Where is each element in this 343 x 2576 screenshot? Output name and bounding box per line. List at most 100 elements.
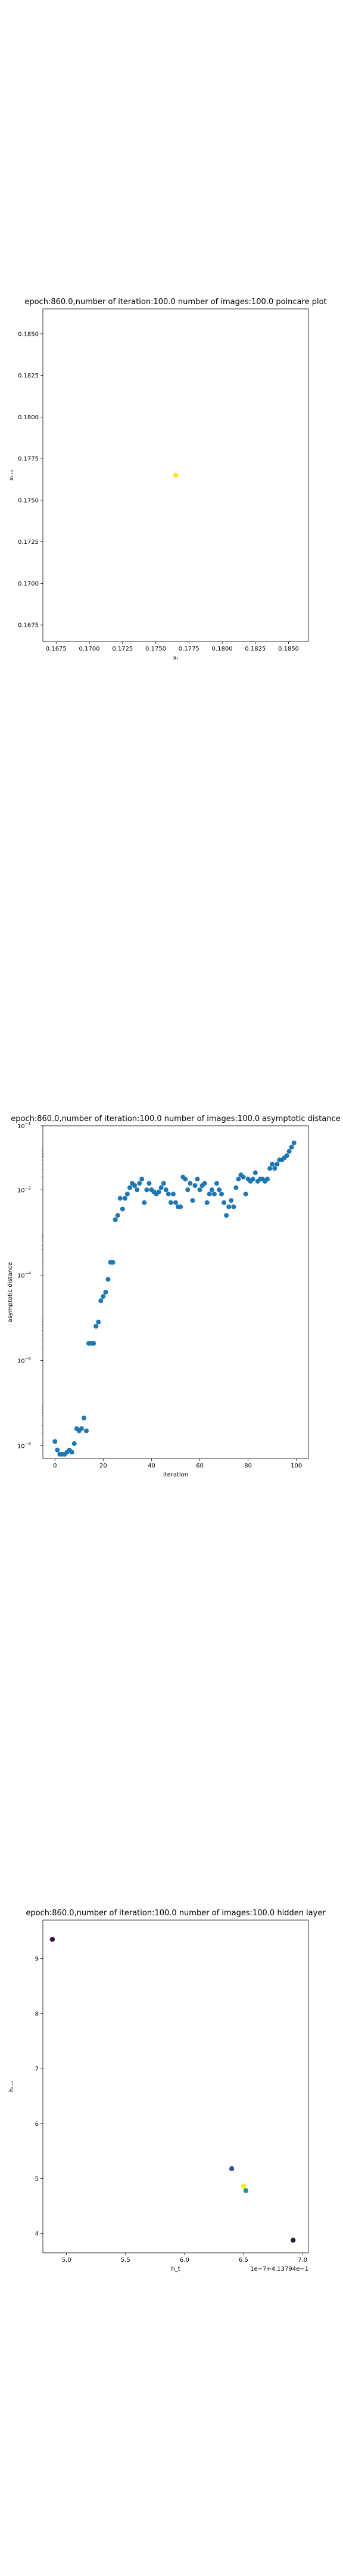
data-point xyxy=(291,2237,296,2243)
data-point xyxy=(219,1191,224,1197)
x-offset-text: 1e−7+4.13794e−1 xyxy=(250,2266,308,2272)
x-tick-label: 0.1825 xyxy=(245,646,266,652)
data-point xyxy=(252,1170,258,1175)
y-tick-label: 0.1725 xyxy=(18,539,39,546)
data-point xyxy=(110,1259,116,1265)
data-point xyxy=(170,1191,176,1197)
data-point xyxy=(135,1187,140,1193)
data-point xyxy=(284,1153,289,1159)
x-tick-label: 20 xyxy=(99,1463,107,1469)
x-tick-label: 0.1850 xyxy=(278,646,299,652)
x-tick-label: 0.1800 xyxy=(212,646,233,652)
data-point xyxy=(233,1185,239,1190)
data-point xyxy=(71,1441,77,1446)
data-point xyxy=(211,1191,217,1197)
data-point xyxy=(144,1187,149,1193)
data-point xyxy=(291,1140,297,1145)
y-tick-label: 0.1825 xyxy=(18,373,39,379)
data-point xyxy=(204,1200,210,1205)
data-point xyxy=(98,1298,104,1304)
x-tick-label: 0.1725 xyxy=(112,646,133,652)
data-point xyxy=(197,1187,202,1193)
x-tick-label: 80 xyxy=(244,1463,252,1469)
y-tick-label: 0.1750 xyxy=(18,497,39,504)
x-axis-label: xₜ xyxy=(173,655,179,661)
x-tick-label: 7.0 xyxy=(298,2257,307,2264)
data-point xyxy=(103,1290,108,1295)
chart-title: epoch:860.0,number of iteration:100.0 nu… xyxy=(11,1114,341,1123)
y-tick-label: 5 xyxy=(35,2176,39,2182)
data-point xyxy=(265,1176,270,1182)
y-tick-label: 0.1850 xyxy=(18,331,39,338)
data-point xyxy=(202,1181,207,1186)
data-point xyxy=(209,1187,214,1193)
x-tick-label: 5.0 xyxy=(62,2257,71,2264)
data-point xyxy=(222,1200,227,1205)
x-tick-label: 0.1750 xyxy=(145,646,166,652)
x-tick-label: 40 xyxy=(148,1463,155,1469)
y-tick-label: 10−6 xyxy=(17,1356,32,1364)
plot-frame xyxy=(42,308,309,642)
data-point xyxy=(286,1148,292,1154)
data-point xyxy=(185,1187,191,1193)
data-point xyxy=(190,1198,195,1203)
data-point xyxy=(83,1428,89,1433)
x-tick-label: 100 xyxy=(291,1463,302,1469)
x-tick-label: 0 xyxy=(53,1463,57,1469)
data-point xyxy=(272,1166,277,1171)
chart-1: epoch:860.0,number of iteration:100.0 nu… xyxy=(8,298,327,661)
x-tick-label: 6.0 xyxy=(180,2257,189,2264)
chart-title: epoch:860.0,number of iteration:100.0 nu… xyxy=(26,1909,326,1918)
plot-frame xyxy=(42,1919,309,2253)
data-point xyxy=(241,1174,246,1179)
data-point xyxy=(270,1162,275,1167)
data-point xyxy=(231,1204,236,1209)
data-point xyxy=(55,1447,60,1453)
chart-3: epoch:860.0,number of iteration:100.0 nu… xyxy=(8,1909,326,2272)
data-point xyxy=(275,1162,280,1167)
data-point xyxy=(161,1181,166,1186)
y-axis-label: xₜ₊₁ xyxy=(8,470,15,481)
data-point xyxy=(229,2166,235,2172)
data-point xyxy=(168,1200,173,1205)
data-point xyxy=(81,1416,86,1421)
x-tick-label: 5.5 xyxy=(121,2257,130,2264)
data-point xyxy=(122,1196,127,1201)
y-axis-label: hₜ₊₁ xyxy=(8,2081,15,2092)
x-tick-label: 0.1700 xyxy=(79,646,100,652)
data-point xyxy=(115,1213,120,1218)
y-tick-label: 0.1700 xyxy=(18,581,39,587)
data-point xyxy=(137,1181,142,1186)
x-tick-label: 60 xyxy=(196,1463,204,1469)
data-point xyxy=(117,1196,123,1201)
data-point xyxy=(178,1204,183,1209)
data-point xyxy=(79,1426,84,1431)
data-point xyxy=(163,1187,169,1193)
data-point xyxy=(120,1206,125,1212)
y-tick-label: 9 xyxy=(35,1956,39,1962)
y-tick-label: 10−4 xyxy=(17,1271,32,1279)
y-tick-label: 8 xyxy=(35,2011,39,2017)
data-point xyxy=(96,1320,101,1325)
data-point xyxy=(156,1189,161,1194)
data-point xyxy=(267,1166,273,1171)
data-point xyxy=(226,1204,232,1209)
data-point xyxy=(49,1937,55,1942)
data-point xyxy=(243,2188,249,2193)
chart-2: epoch:860.0,number of iteration:100.0 nu… xyxy=(7,1114,341,1478)
data-point xyxy=(113,1217,118,1222)
data-point xyxy=(124,1191,130,1197)
data-point xyxy=(207,1191,212,1197)
data-point xyxy=(91,1340,96,1346)
data-point xyxy=(188,1181,193,1186)
data-point xyxy=(224,1213,229,1218)
data-point xyxy=(101,1294,106,1299)
x-tick-label: 6.5 xyxy=(239,2257,248,2264)
data-point xyxy=(243,1191,248,1197)
y-tick-label: 0.1800 xyxy=(18,414,39,421)
data-point xyxy=(132,1183,138,1188)
data-point xyxy=(69,1450,74,1455)
data-point xyxy=(105,1277,111,1282)
chart-title: epoch:860.0,number of iteration:100.0 nu… xyxy=(24,298,326,306)
